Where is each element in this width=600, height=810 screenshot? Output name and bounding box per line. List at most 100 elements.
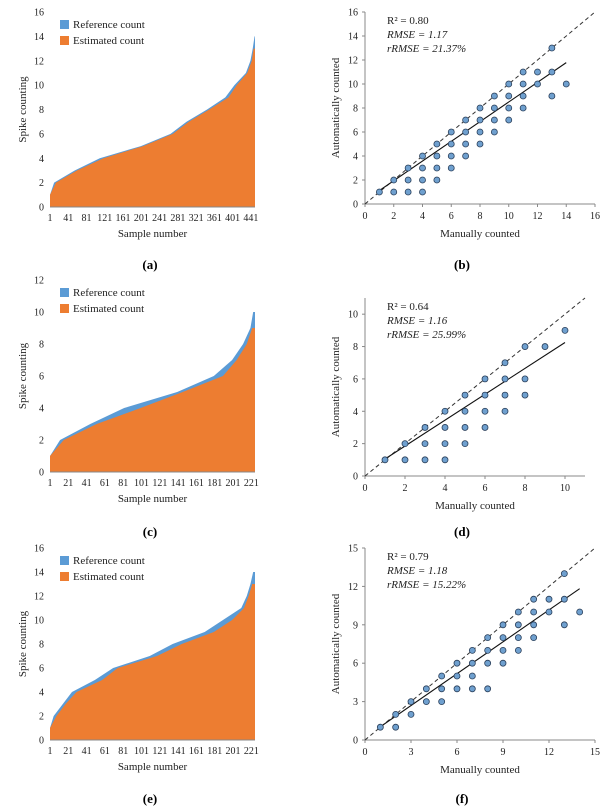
x-tick-label: 201: [134, 213, 149, 224]
x-tick-label: 121: [152, 746, 167, 757]
data-point: [390, 176, 398, 184]
x-tick-label: 161: [189, 478, 204, 489]
x-tick-label: 9: [501, 747, 506, 758]
data-point: [441, 440, 449, 448]
panel-b-scatter-plot: 0 2 4 6 8 10 12 14 16 0 2 4 6 8 10 12 14 16 R² = 0.80 RMSE …: [330, 8, 600, 241]
data-point: [447, 152, 455, 160]
data-point: [468, 647, 476, 654]
data-point: [401, 440, 409, 448]
data-point: [433, 152, 441, 160]
x-tick-label: 10: [560, 483, 570, 494]
data-point: [441, 407, 449, 415]
data-point: [501, 391, 509, 399]
x-axis-title: Manually counted: [435, 500, 515, 512]
rrmse-label: rRMSE = 21.37%: [387, 43, 466, 55]
y-tick-label: 6: [353, 128, 358, 139]
x-tick-label: 281: [170, 213, 185, 224]
data-point: [447, 128, 455, 136]
x-tick-label: 4: [443, 483, 448, 494]
data-point: [468, 685, 476, 693]
data-point: [499, 659, 507, 667]
data-point: [490, 116, 498, 124]
data-point: [392, 710, 400, 718]
data-point: [499, 621, 507, 629]
data-point: [490, 104, 498, 112]
y-tick-label: 16: [34, 544, 44, 555]
legend-swatch-estimated: [60, 36, 69, 45]
data-point: [390, 188, 398, 196]
legend-swatch-estimated: [60, 572, 69, 581]
data-point: [392, 723, 400, 731]
y-tick-label: 16: [34, 8, 44, 19]
panel-label-e: (e): [143, 791, 157, 806]
estimated-count-area: [50, 328, 255, 472]
data-point: [462, 140, 470, 148]
data-point: [561, 326, 569, 334]
data-point: [514, 608, 522, 616]
x-tick-label: 401: [225, 213, 240, 224]
data-point: [484, 659, 492, 667]
data-point: [421, 424, 429, 431]
data-point: [545, 595, 553, 603]
legend-label-reference: Reference count: [73, 555, 145, 567]
data-point: [530, 634, 538, 641]
x-tick-label: 441: [243, 213, 258, 224]
regression-line: [384, 342, 566, 460]
data-point: [548, 92, 556, 100]
data-point: [453, 672, 461, 680]
x-tick-label: 10: [504, 211, 514, 222]
rrmse-label: rRMSE = 15.22%: [387, 579, 466, 591]
x-axis-title: Sample number: [118, 493, 188, 505]
x-tick-label: 321: [189, 213, 204, 224]
y-tick-label: 10: [348, 80, 358, 91]
data-point: [433, 164, 441, 172]
x-axis-title: Manually counted: [440, 228, 520, 240]
r-squared-label: R² = 0.64: [387, 301, 429, 313]
y-tick-label: 8: [353, 342, 358, 353]
x-tick-label: 15: [590, 747, 600, 758]
y-tick-label: 9: [353, 620, 358, 631]
x-tick-label: 12: [544, 747, 554, 758]
data-point: [560, 595, 568, 603]
y-tick-label: 12: [34, 56, 44, 67]
x-tick-label: 41: [82, 478, 92, 489]
data-point: [422, 685, 430, 693]
data-point: [453, 685, 461, 693]
x-tick-label: 21: [63, 746, 73, 757]
r-squared-label: R² = 0.79: [387, 551, 429, 563]
data-point: [381, 456, 389, 464]
data-point: [419, 188, 426, 196]
y-tick-label: 2: [353, 176, 358, 187]
x-tick-label: 101: [134, 746, 149, 757]
data-point: [576, 608, 584, 616]
x-tick-label: 81: [118, 478, 128, 489]
x-tick-label: 0: [363, 211, 368, 222]
data-point: [407, 710, 415, 718]
y-axis-title: Automatically counted: [330, 57, 342, 158]
data-point: [468, 672, 476, 680]
data-point: [534, 80, 541, 88]
x-tick-label: 361: [207, 213, 222, 224]
data-point: [421, 440, 429, 448]
data-point: [481, 424, 489, 431]
legend-swatch-reference: [60, 556, 69, 565]
data-point: [501, 407, 509, 415]
y-tick-label: 0: [39, 203, 44, 214]
data-point: [484, 685, 492, 693]
x-tick-label: 41: [82, 746, 92, 757]
data-point: [505, 80, 513, 88]
data-point: [521, 375, 529, 383]
data-point: [521, 343, 529, 350]
y-axis-title: Spike counting: [17, 76, 29, 143]
x-tick-label: 3: [409, 747, 414, 758]
y-tick-label: 15: [348, 544, 358, 555]
data-point: [433, 140, 441, 148]
data-point: [541, 343, 549, 350]
y-tick-label: 4: [39, 404, 44, 415]
y-tick-label: 14: [348, 32, 358, 43]
legend-swatch-reference: [60, 288, 69, 297]
data-point: [376, 723, 384, 731]
x-tick-label: 16: [590, 211, 600, 222]
data-point: [499, 647, 507, 654]
